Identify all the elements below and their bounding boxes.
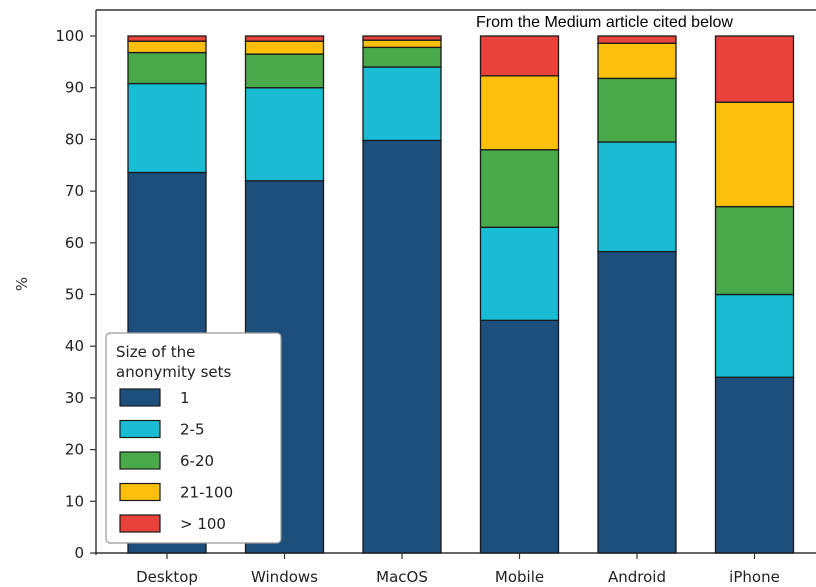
bar-segment — [597, 250, 677, 554]
bar-segment — [714, 293, 795, 378]
legend-swatch — [119, 419, 161, 439]
y-tick-label: 10 — [65, 492, 84, 510]
bar-segment — [479, 319, 560, 554]
bar-segment — [714, 205, 795, 296]
x-tick-label: Desktop — [136, 568, 198, 586]
bar-stack-mobile — [479, 35, 560, 554]
x-tick-label: Mobile — [495, 568, 544, 586]
y-tick-label: 60 — [65, 234, 84, 252]
y-tick-label: 40 — [65, 337, 84, 355]
y-tick-label: 90 — [65, 79, 84, 97]
bar-segment — [362, 35, 442, 41]
y-ticks: 0 10 20 30 40 50 60 70 80 90 100 — [55, 27, 96, 562]
bar-segment — [714, 35, 795, 103]
bar-segment — [479, 35, 560, 77]
bar-stack-macos — [362, 35, 442, 554]
bar-segment — [127, 51, 207, 85]
axes — [95, 9, 816, 555]
legend-title: anonymity sets — [116, 363, 231, 381]
x-categories: Desktop Windows MacOS Mobile Android iPhone — [136, 553, 780, 586]
legend-entry: 1 — [180, 389, 190, 407]
bar-segment — [244, 87, 325, 182]
y-tick-label: 50 — [65, 286, 84, 304]
bar-segment — [127, 35, 207, 42]
y-tick-label: 0 — [74, 544, 84, 562]
y-tick-label: 30 — [65, 389, 84, 407]
bar-segment — [244, 35, 325, 42]
bar-segment — [244, 40, 325, 55]
bar-segment — [362, 46, 442, 68]
bar-segment — [362, 139, 442, 554]
y-tick-label: 80 — [65, 130, 84, 148]
bar-segment — [362, 66, 442, 142]
y-tick-label: 100 — [55, 27, 84, 45]
legend-title: Size of the — [116, 343, 195, 361]
legend-entry: > 100 — [180, 515, 226, 533]
x-tick-label: Windows — [251, 568, 318, 586]
bar-stack-iphone — [714, 35, 795, 554]
bars — [127, 35, 795, 554]
legend-entry: 6-20 — [180, 452, 214, 470]
bar-segment — [127, 40, 207, 54]
y-tick-label: 20 — [65, 441, 84, 459]
bar-segment — [479, 75, 560, 151]
x-tick-label: iPhone — [729, 568, 780, 586]
bar-segment — [127, 82, 207, 174]
legend-entry: 21-100 — [180, 484, 233, 502]
legend-swatch — [119, 514, 161, 533]
bar-segment — [362, 39, 442, 49]
legend-entry: 2-5 — [180, 421, 205, 439]
bar-segment — [244, 53, 325, 89]
y-tick-label: 70 — [65, 182, 84, 200]
legend-swatch — [119, 482, 161, 502]
bar-stack-android — [597, 35, 677, 554]
bar-segment — [597, 141, 677, 253]
legend-swatch — [119, 451, 161, 470]
source-annotation: From the Medium article cited below — [474, 14, 735, 32]
y-axis-label: % — [13, 277, 31, 291]
bar-segment — [714, 376, 795, 554]
bar-segment — [714, 101, 795, 208]
bar-segment — [479, 226, 560, 321]
bar-segment — [479, 149, 560, 228]
bar-segment — [597, 35, 677, 44]
legend: Size of the anonymity sets 1 2-5 6-20 21-100 >… — [105, 332, 282, 544]
bar-segment — [597, 77, 677, 143]
bar-segment — [597, 42, 677, 80]
legend-swatch — [119, 388, 161, 407]
x-tick-label: MacOS — [376, 568, 428, 586]
x-tick-label: Android — [608, 568, 666, 586]
